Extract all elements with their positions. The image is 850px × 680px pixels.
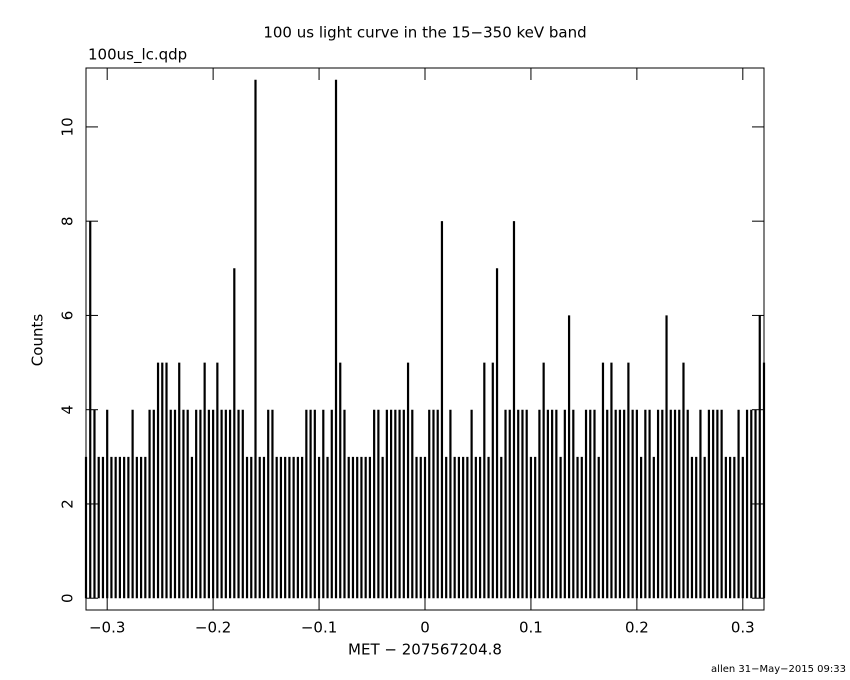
y-tick-label: 4 xyxy=(59,405,77,415)
y-tick-label: 6 xyxy=(59,311,77,321)
y-tick-label: 2 xyxy=(59,499,77,509)
y-tick-label: 10 xyxy=(59,117,77,136)
footer-annotation: allen 31−May−2015 09:33 xyxy=(711,664,846,675)
y-axis-label: Counts xyxy=(29,314,47,367)
x-tick-label: 0.3 xyxy=(731,619,755,637)
x-axis-label: MET − 207567204.8 xyxy=(348,641,502,659)
x-tick-label: 0 xyxy=(420,619,430,637)
chart-subtitle: 100us_lc.qdp xyxy=(88,46,187,65)
chart-title: 100 us light curve in the 15−350 keV ban… xyxy=(263,24,586,42)
x-tick-label: 0.2 xyxy=(625,619,649,637)
x-tick-label: −0.2 xyxy=(195,619,231,637)
x-tick-label: −0.3 xyxy=(89,619,125,637)
x-tick-label: 0.1 xyxy=(519,619,543,637)
y-tick-label: 0 xyxy=(59,593,77,603)
x-tick-label: −0.1 xyxy=(301,619,337,637)
y-tick-label: 8 xyxy=(59,216,77,226)
